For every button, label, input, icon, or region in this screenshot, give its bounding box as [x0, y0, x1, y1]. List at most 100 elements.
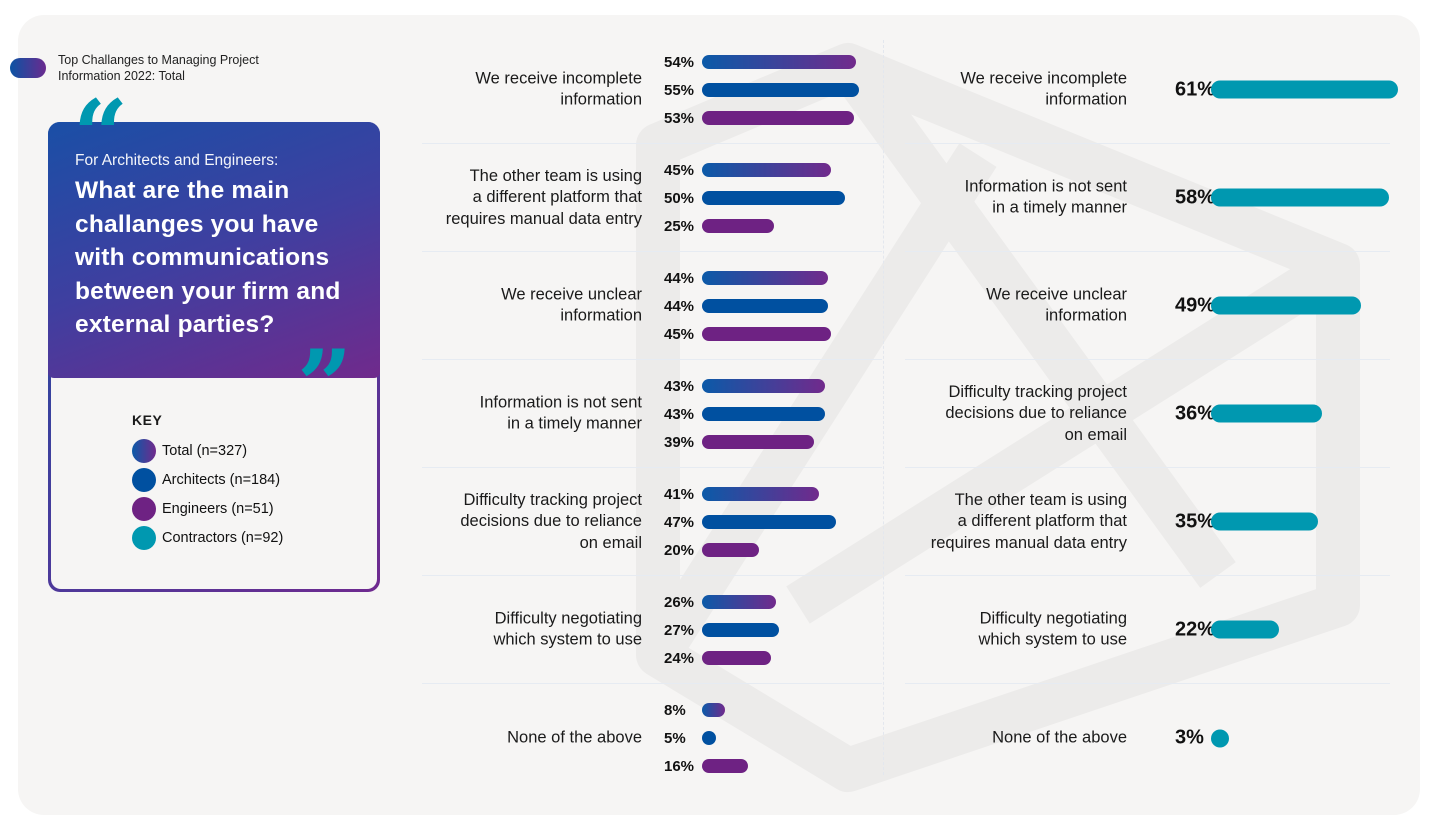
category-label-line: information — [560, 306, 642, 325]
bar-total — [702, 271, 828, 285]
bar-row-architects: 5% — [664, 729, 717, 747]
bar-contractors — [1211, 80, 1399, 99]
bar-contractors — [1211, 296, 1362, 315]
category-label-line: We receive incomplete — [475, 69, 642, 87]
category-label: None of the above — [507, 727, 642, 749]
bar-engineers — [702, 759, 748, 773]
category-label-line: requires manual data entry — [930, 533, 1127, 552]
category-label-line: Information is not sent — [964, 177, 1127, 195]
contractors-swatch-icon — [132, 525, 156, 550]
legend-item-contractors: Contractors (n=92) — [132, 523, 283, 552]
category-label-line: information — [1045, 306, 1127, 325]
data-label: 47% — [664, 513, 695, 531]
bar-contractors — [1211, 512, 1319, 531]
category-label-line: decisions due to reliance — [945, 403, 1127, 422]
category-label-line: in a timely manner — [507, 414, 642, 433]
bar-row-total: 44% — [664, 270, 828, 287]
bar-architects — [702, 731, 717, 745]
category-label: Information is not sent in a timely manne… — [965, 176, 1127, 219]
data-label: 27% — [664, 621, 695, 639]
category-group: Difficulty negotiating which system to us… — [905, 576, 1390, 684]
bar-row-total: 45% — [664, 162, 831, 179]
bar-row-engineers: 39% — [664, 433, 814, 451]
bar-contractors — [1211, 620, 1279, 639]
data-label: 54% — [664, 53, 695, 71]
question-header: For Architects and Engineers: What are t… — [48, 122, 380, 378]
bar-row-contractors: 49% — [1175, 294, 1362, 317]
column-divider — [883, 40, 884, 775]
data-label: 26% — [664, 593, 695, 611]
legend-item-total: Total (n=327) — [132, 436, 283, 465]
category-label-line: a different platform that — [472, 187, 642, 206]
bar-engineers — [702, 651, 771, 665]
category-group: The other team is using a different platf… — [905, 468, 1390, 576]
chart-subtitle: Top Challanges to Managing Project Infor… — [58, 53, 259, 83]
total-swatch-icon — [132, 438, 156, 463]
bar-architects — [702, 83, 860, 97]
category-label-line: Difficulty tracking project — [948, 382, 1127, 401]
data-label: 53% — [664, 109, 695, 127]
data-label: 5% — [664, 729, 686, 747]
category-group: The other team is using a different platf… — [422, 144, 882, 252]
bar-row-total: 41% — [664, 486, 820, 503]
category-label: Difficulty tracking project decisions due… — [945, 381, 1127, 446]
bar-row-architects: 55% — [664, 82, 860, 99]
bar-row-contractors: 22% — [1175, 618, 1279, 641]
architects-swatch-icon — [132, 467, 156, 492]
category-label-line: Difficulty negotiating — [979, 609, 1127, 627]
data-label: 43% — [664, 377, 695, 395]
legend-item-engineers: Engineers (n=51) — [132, 494, 283, 523]
bar-row-engineers: 53% — [664, 109, 854, 127]
bar-row-contractors: 58% — [1175, 186, 1390, 209]
data-label: 16% — [664, 757, 695, 775]
bar-row-engineers: 45% — [664, 326, 831, 343]
category-label-line: Difficulty negotiating — [494, 609, 642, 627]
category-label: Difficulty tracking project decisions due… — [460, 489, 642, 554]
category-label-line: We receive unclear — [986, 285, 1127, 303]
bar-row-engineers: 24% — [664, 649, 771, 667]
category-label: Difficulty negotiating which system to us… — [493, 608, 642, 651]
category-label-line: The other team is using — [469, 166, 642, 185]
category-label-line: information — [1045, 90, 1127, 109]
question-text: What are the main challanges you have wi… — [75, 177, 341, 339]
bar-row-engineers: 25% — [664, 218, 774, 235]
data-label: 39% — [664, 433, 695, 451]
bar-total — [702, 55, 857, 69]
legend-label: Total (n=327) — [162, 442, 248, 459]
legend-label: Contractors (n=92) — [162, 529, 284, 546]
category-label: The other team is using a different platf… — [446, 165, 642, 230]
category-group: Difficulty tracking project decisions due… — [905, 360, 1390, 468]
legend-label: Engineers (n=51) — [162, 500, 274, 517]
bar-row-architects: 43% — [664, 405, 825, 423]
category-label-line: requires manual data entry — [445, 209, 642, 228]
title-chip-icon — [10, 58, 46, 78]
category-label-line: decisions due to reliance — [460, 511, 642, 530]
legend-title: KEY — [132, 412, 163, 428]
open-quote-icon: “ — [73, 79, 128, 192]
category-label-line: which system to use — [978, 630, 1127, 649]
category-group: None of the above 3% — [905, 684, 1390, 792]
engineers-swatch-icon — [132, 496, 156, 521]
category-label-line: We receive incomplete — [960, 69, 1127, 87]
data-label: 43% — [664, 405, 695, 423]
bar-architects — [702, 515, 837, 529]
bar-row-contractors: 61% — [1175, 78, 1399, 101]
bar-contractors — [1211, 188, 1390, 207]
data-label: 20% — [664, 541, 695, 559]
category-group: We receive unclear information 49% — [905, 252, 1390, 360]
data-label: 35% — [1175, 510, 1216, 532]
data-label: 36% — [1175, 402, 1216, 424]
legend: KEY Total (n=327) Architects (n=184) Eng… — [132, 412, 283, 552]
bar-row-total: 54% — [664, 53, 857, 71]
data-label: 61% — [1175, 78, 1216, 100]
bar-architects — [702, 407, 825, 421]
bar-architects — [702, 623, 780, 637]
bar-engineers — [702, 435, 814, 449]
data-label: 22% — [1175, 618, 1216, 640]
category-label-line: Difficulty tracking project — [463, 490, 642, 509]
data-label: 24% — [664, 649, 695, 667]
bar-architects — [702, 299, 828, 313]
bar-total — [702, 703, 725, 717]
category-group: Information is not sent in a timely manne… — [905, 144, 1390, 252]
category-group: We receive incomplete information 61% — [905, 36, 1399, 144]
